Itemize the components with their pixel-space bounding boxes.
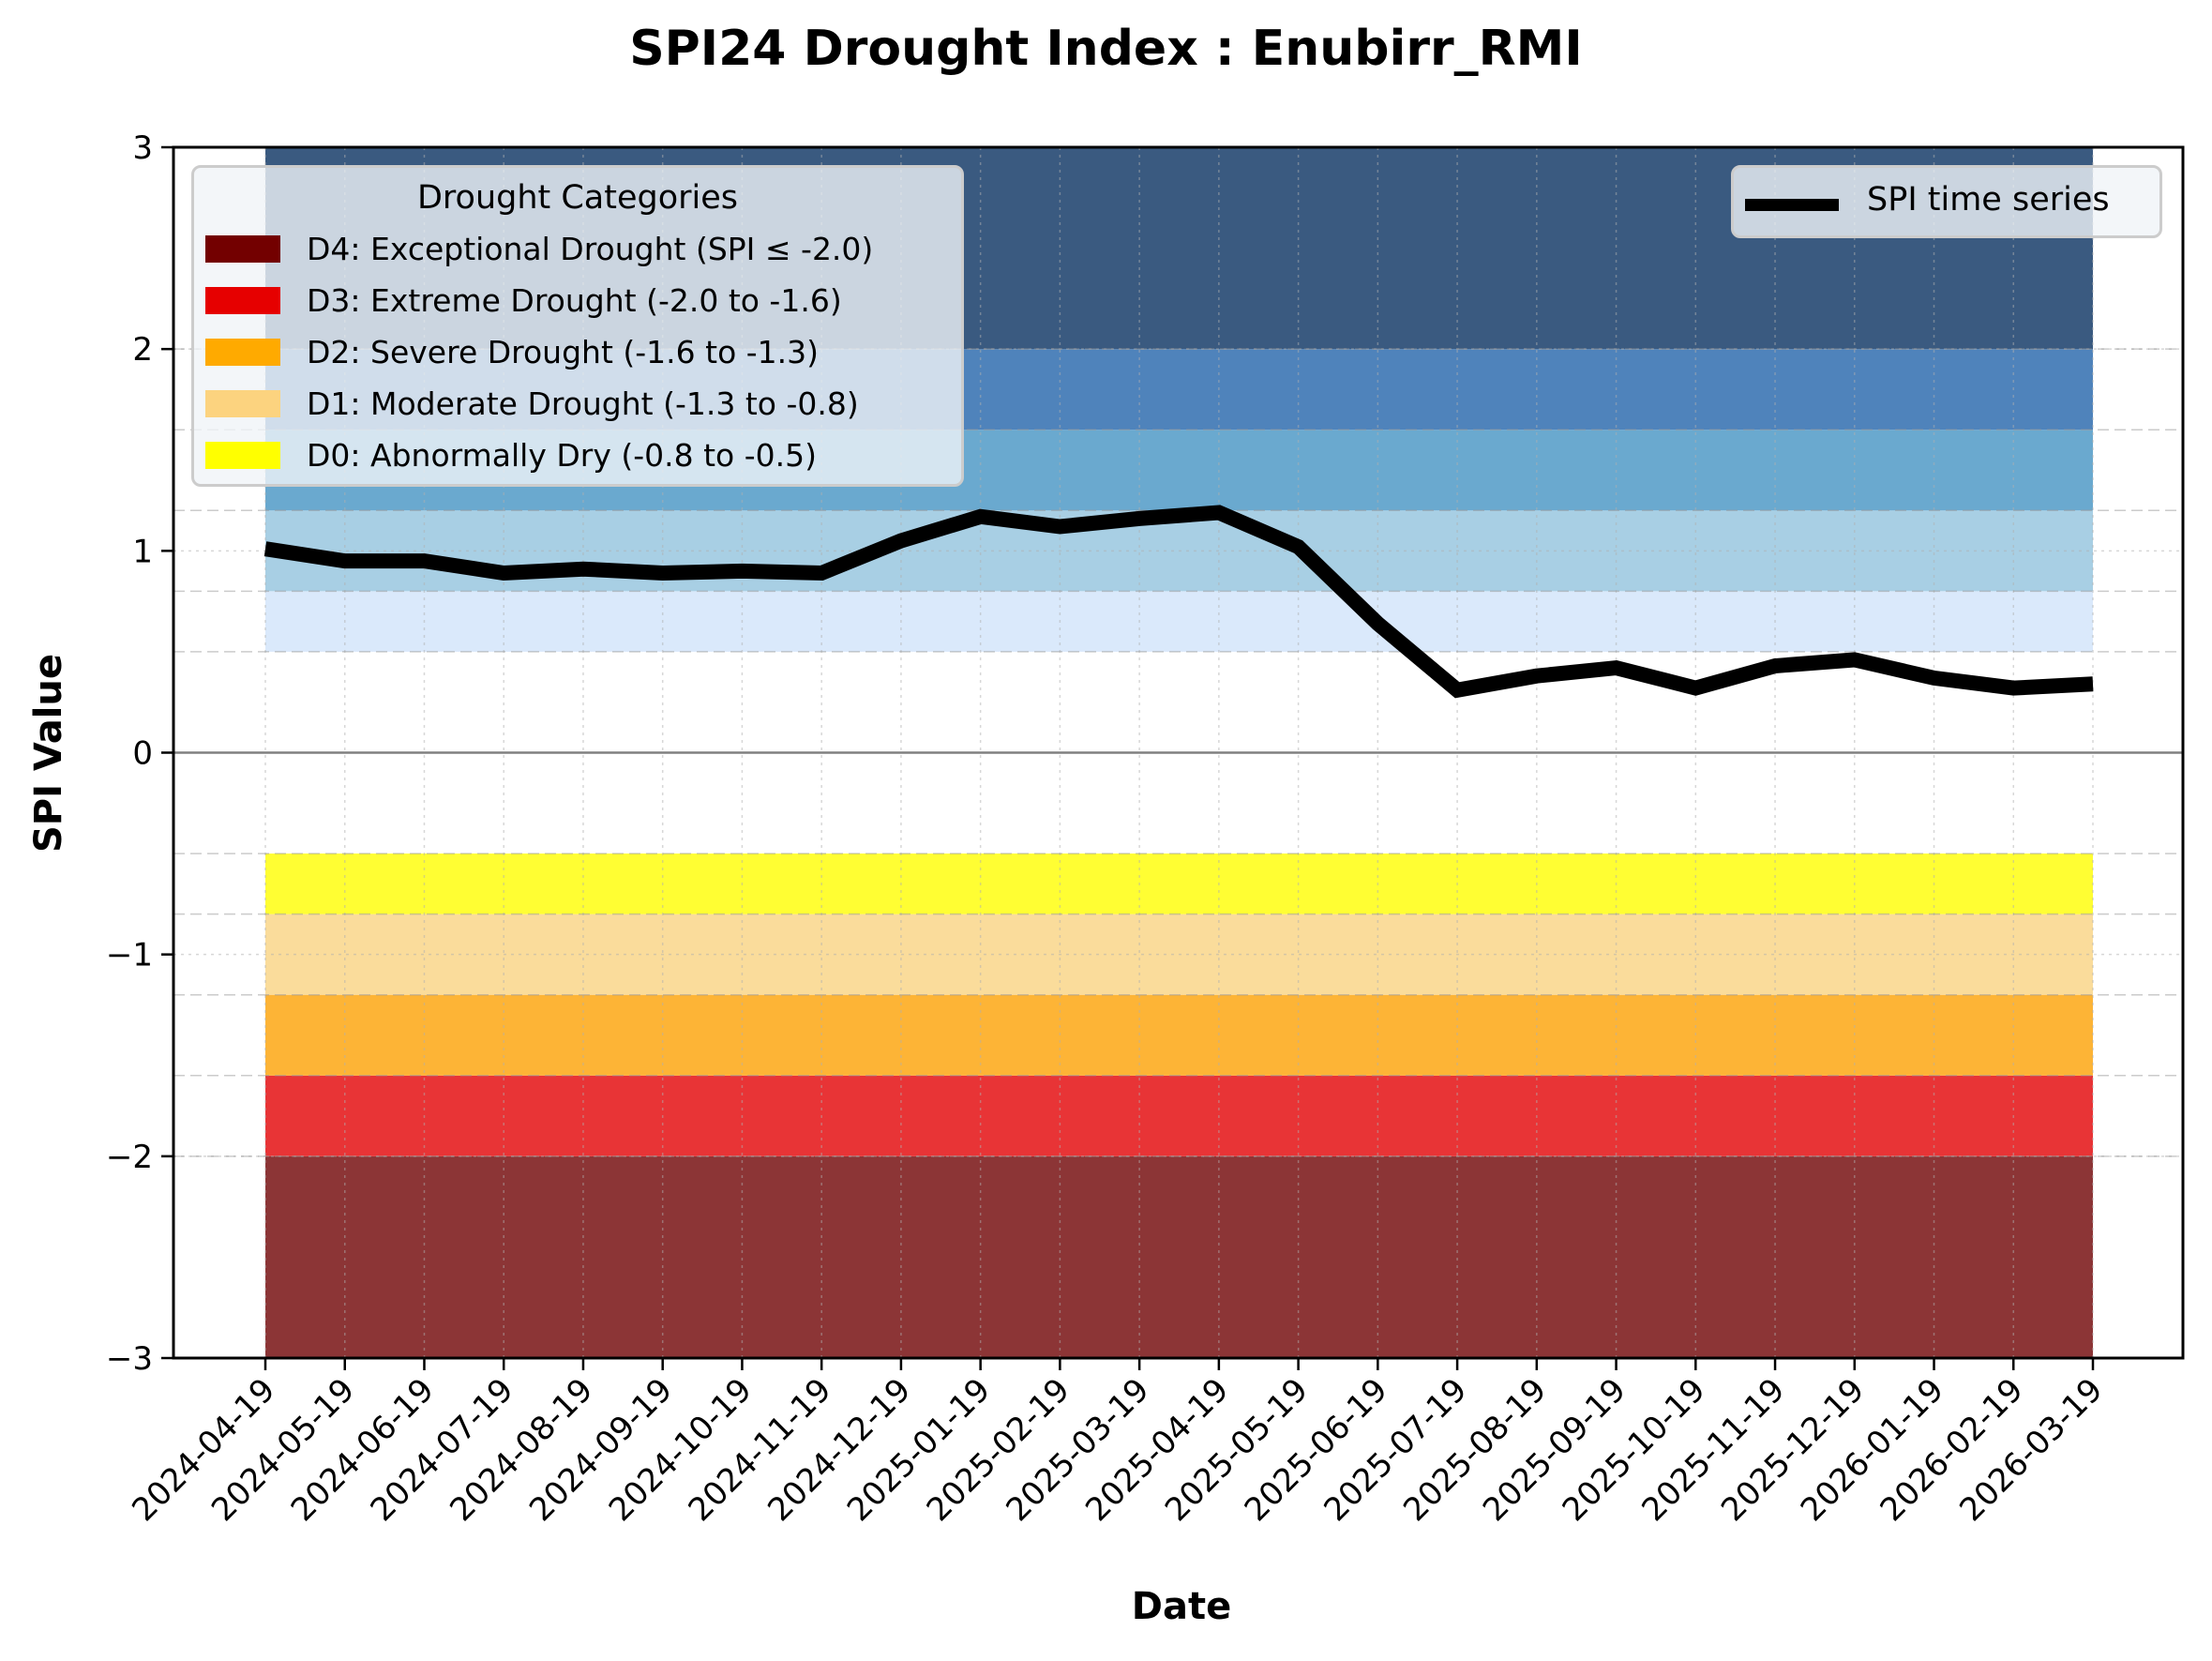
legend-swatch: [205, 234, 280, 263]
legend-label: D4: Exceptional Drought (SPI ≤ -2.0): [307, 230, 874, 267]
series-legend: SPI time series: [1731, 165, 2162, 238]
drought-categories-legend: Drought Categories D4: Exceptional Droug…: [191, 165, 964, 487]
legend-label: D1: Moderate Drought (-1.3 to -0.8): [307, 385, 859, 422]
drought-band: [265, 591, 2093, 652]
legend-line-swatch: [1745, 199, 1839, 211]
x-axis-label: Date: [1131, 1585, 1232, 1628]
legend-swatch: [205, 286, 280, 314]
drought-band: [265, 853, 2093, 914]
legend-item-d1: D1: Moderate Drought (-1.3 to -0.8): [205, 385, 859, 422]
legend-title: Drought Categories: [416, 179, 739, 217]
legend-swatch: [205, 389, 280, 417]
legend-swatch: [205, 441, 280, 469]
drought-band: [265, 994, 2093, 1076]
spi-series: [263, 505, 2094, 699]
y-tick-label: −3: [106, 1340, 153, 1378]
legend-item-d4: D4: Exceptional Drought (SPI ≤ -2.0): [205, 230, 873, 267]
legend-swatch: [205, 338, 280, 366]
drought-band: [265, 1155, 2093, 1358]
legend-label: D2: Severe Drought (-1.6 to -1.3): [307, 333, 820, 370]
legend-item-d2: D2: Severe Drought (-1.6 to -1.3): [205, 333, 819, 370]
y-tick-label: 2: [132, 331, 153, 369]
y-tick-label: 1: [132, 533, 153, 570]
spi-line: [263, 505, 2094, 699]
y-tick-label: −1: [106, 937, 153, 974]
chart-title: SPI24 Drought Index : Enubirr_RMI: [629, 21, 1583, 77]
legend-label: D3: Extreme Drought (-2.0 to -1.6): [307, 281, 842, 319]
legend-item-d3: D3: Extreme Drought (-2.0 to -1.6): [205, 281, 842, 319]
y-tick-label: 0: [132, 735, 153, 773]
legend-label: SPI time series: [1867, 181, 2110, 219]
legend-label: D0: Abnormally Dry (-0.8 to -0.5): [307, 436, 817, 474]
y-tick-label: −2: [106, 1139, 153, 1176]
y-tick-label: 3: [132, 129, 153, 167]
legend-item-d0: D0: Abnormally Dry (-0.8 to -0.5): [205, 436, 817, 474]
drought-band: [265, 1075, 2093, 1156]
grid-lines: [173, 146, 2183, 1359]
